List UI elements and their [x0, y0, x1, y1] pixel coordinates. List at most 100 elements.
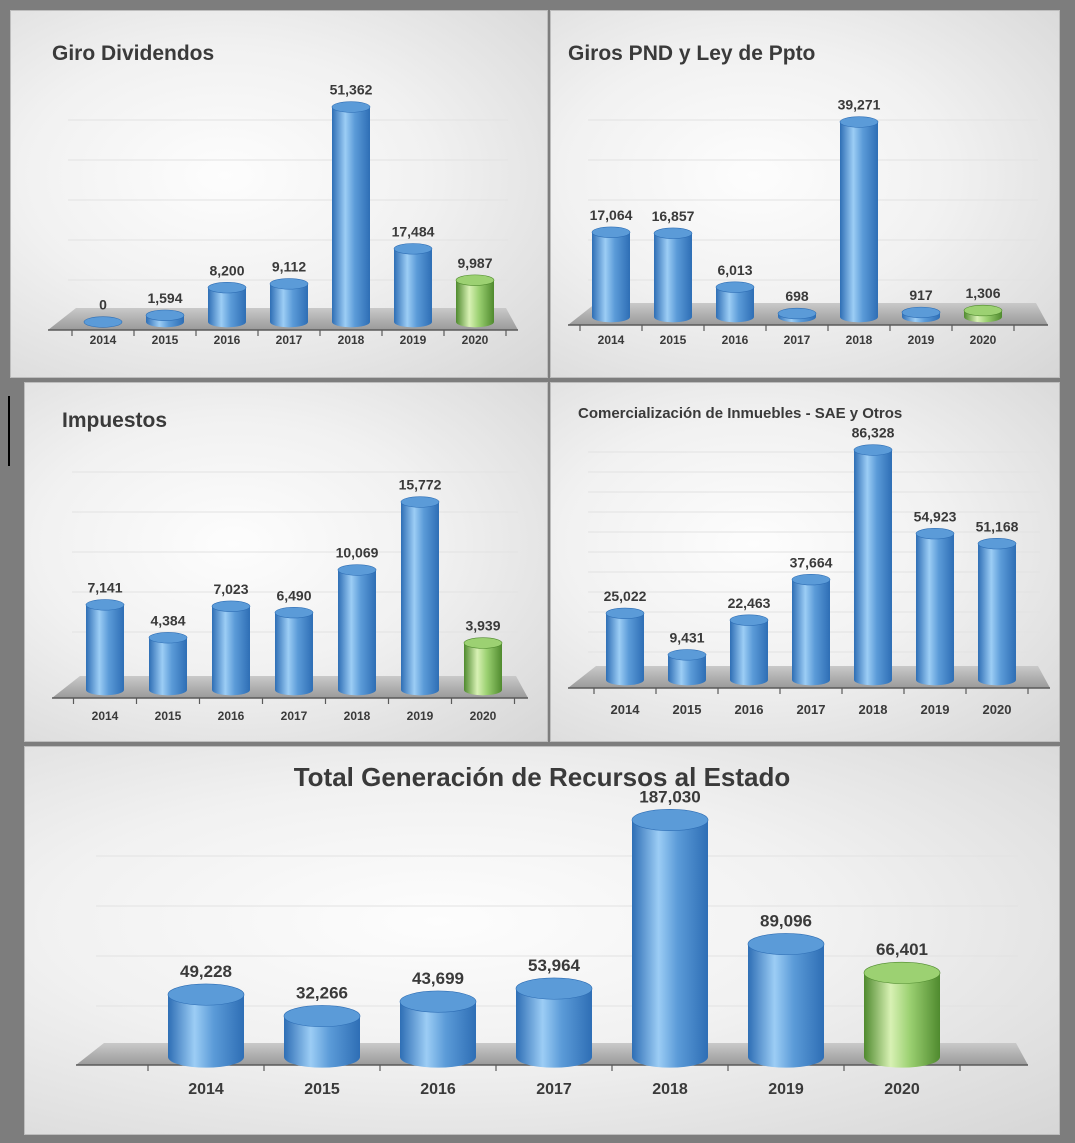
bar-body [338, 569, 376, 696]
chart-panel-total: Total Generación de Recursos al Estado 4… [24, 746, 1060, 1135]
chart-panel-giros-pnd: Giros PND y Ley de Ppto 17,064 2014 16,857… [550, 10, 1060, 378]
bar-2017 [269, 278, 309, 328]
chart-title: Impuestos [62, 409, 168, 432]
bar-body [464, 643, 502, 696]
x-tick-label: 2020 [983, 702, 1012, 717]
bar-cap [85, 599, 125, 611]
x-tick-label: 2019 [407, 709, 434, 723]
bar-2016 [399, 990, 477, 1068]
value-label: 43,699 [412, 969, 464, 988]
value-label: 0 [99, 297, 107, 313]
value-label: 89,096 [760, 911, 812, 930]
bar-cap [653, 227, 693, 239]
bar-2018 [631, 809, 709, 1068]
x-tick-label: 2014 [90, 333, 117, 347]
x-tick-label: 2014 [598, 333, 625, 347]
bar-2016 [715, 281, 755, 323]
bar-body [284, 1016, 360, 1068]
bar-2016 [211, 600, 251, 696]
chart-title: Giros PND y Ley de Ppto [568, 42, 816, 65]
bar-2017 [515, 977, 593, 1068]
bar-cap [901, 306, 941, 319]
bar-body [606, 613, 644, 686]
x-tick-label: 2017 [797, 702, 826, 717]
bar-2018 [853, 444, 893, 686]
value-label: 17,064 [590, 207, 633, 223]
value-label: 66,401 [876, 940, 928, 959]
bar-2019 [915, 528, 955, 686]
x-tick-label: 2019 [908, 333, 935, 347]
bar-chart-impuestos: 7,141 2014 4,384 2015 7,023 2016 6,490 2017 10,0… [52, 471, 528, 723]
bar-body [275, 612, 313, 696]
bar-body [654, 233, 692, 323]
value-label: 32,266 [296, 983, 348, 1002]
bar-cap [747, 933, 825, 956]
bar-body [456, 280, 494, 328]
bar-cap [455, 274, 495, 286]
value-label: 9,987 [457, 255, 492, 271]
value-label: 25,022 [604, 588, 647, 604]
bar-2018 [331, 101, 371, 328]
bar-cap [977, 538, 1017, 550]
value-label: 51,362 [330, 82, 373, 98]
bar-2020 [455, 274, 495, 328]
bar-2020 [863, 961, 941, 1068]
value-label: 187,030 [639, 787, 700, 806]
chart-title: Comercialización de Inmuebles - SAE y Ot… [578, 405, 903, 422]
bar-body [916, 533, 954, 686]
bar-cap [839, 116, 879, 128]
value-label: 37,664 [790, 554, 833, 570]
bar-cap [269, 278, 309, 290]
x-tick-label: 2016 [218, 709, 245, 723]
value-label: 7,141 [87, 580, 122, 596]
x-tick-label: 2020 [462, 333, 489, 347]
value-label: 51,168 [976, 518, 1019, 534]
bar-2019 [400, 496, 440, 696]
value-label: 7,023 [213, 581, 248, 597]
bar-cap [331, 101, 371, 113]
bar-2019 [747, 933, 825, 1068]
bar-body [516, 988, 592, 1068]
value-label: 9,112 [272, 259, 306, 275]
x-tick-label: 2019 [400, 333, 427, 347]
bar-chart-total: 49,228 2014 32,266 2015 43,699 2016 53,964 2017… [76, 787, 1028, 1098]
x-tick-label: 2014 [92, 709, 119, 723]
chart-title: Giro Dividendos [52, 42, 215, 65]
x-tick-label: 2018 [344, 709, 371, 723]
x-tick-label: 2015 [152, 333, 179, 347]
x-tick-label: 2014 [611, 702, 641, 717]
value-label: 6,013 [717, 262, 752, 278]
bar-cap [791, 574, 831, 586]
bar-2014 [591, 226, 631, 323]
bar-2018 [839, 116, 879, 323]
bar-body [400, 1001, 476, 1068]
x-tick-label: 2016 [735, 702, 764, 717]
bar-body [149, 637, 187, 696]
x-tick-label: 2017 [281, 709, 308, 723]
bar-body [212, 606, 250, 696]
x-tick-label: 2017 [784, 333, 811, 347]
bar-body [978, 543, 1016, 686]
bar-2020 [963, 304, 1003, 323]
bar-body [332, 107, 370, 328]
x-tick-label: 2019 [768, 1081, 804, 1098]
bar-2017 [274, 607, 314, 696]
value-label: 8,200 [209, 262, 244, 278]
x-tick-label: 2020 [470, 709, 497, 723]
bar-body [86, 604, 124, 696]
bar-body [592, 232, 630, 323]
bar-cap [211, 600, 251, 612]
x-tick-label: 2018 [652, 1081, 688, 1098]
bar-2020 [977, 538, 1017, 686]
chart-panel-impuestos: Impuestos 7,141 2014 4,384 2015 7,023 2016 6,4… [24, 382, 548, 742]
value-label: 86,328 [852, 425, 895, 441]
bar-cap [631, 809, 709, 831]
bar-cap [915, 528, 955, 540]
bar-cap [148, 632, 188, 644]
bar-cap [207, 282, 247, 294]
bar-cap [145, 309, 185, 321]
bar-2019 [393, 243, 433, 328]
x-tick-label: 2018 [859, 702, 888, 717]
x-tick-label: 2014 [188, 1081, 224, 1098]
bar-2014 [83, 316, 123, 328]
